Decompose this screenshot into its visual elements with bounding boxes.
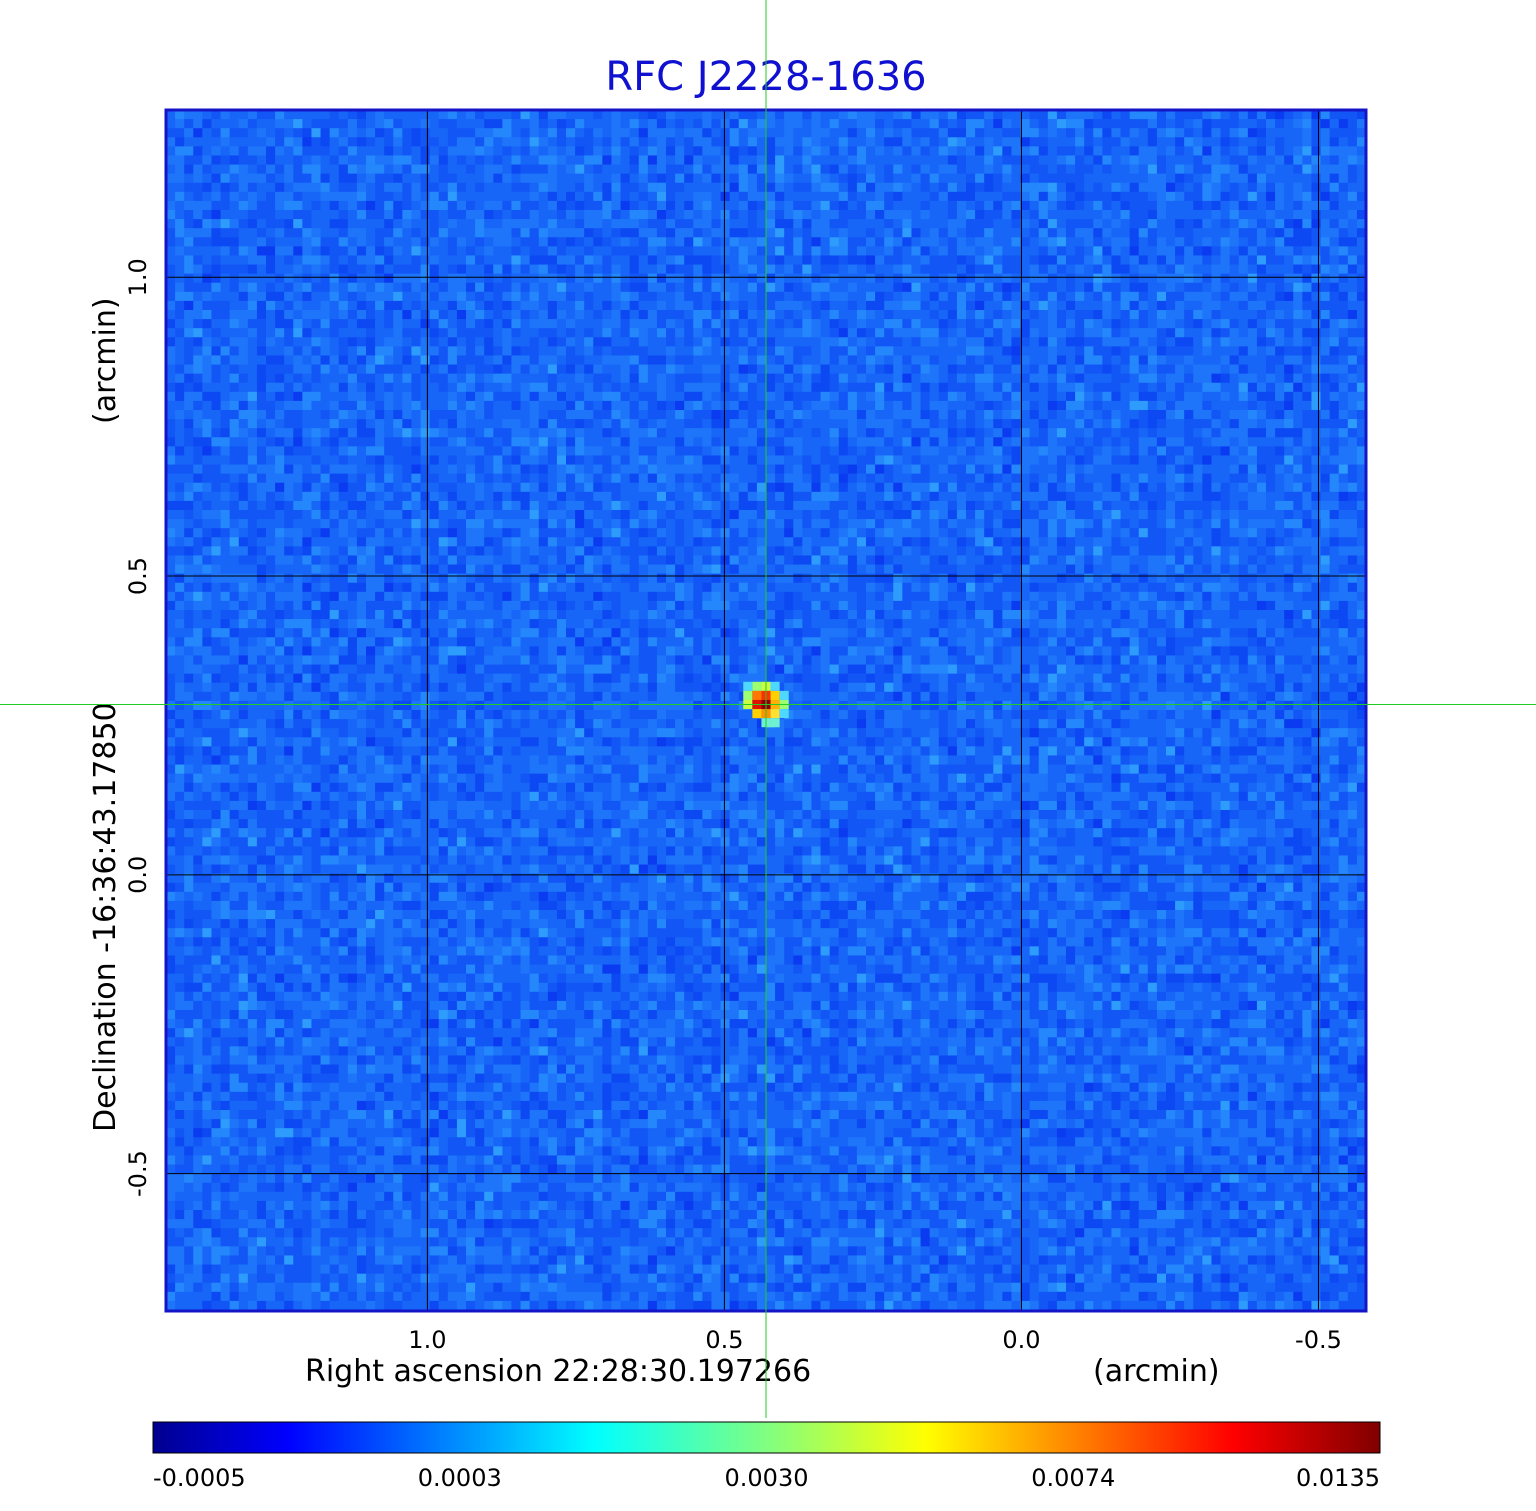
- colorbar: [152, 1421, 1381, 1454]
- colorbar-label: 0.0003: [418, 1464, 502, 1492]
- y-tick-label: -0.5: [124, 1150, 152, 1197]
- y-axis-label: Declination -16:36:43.17850: [88, 702, 123, 1132]
- x-axis-label: Right ascension 22:28:30.197266: [305, 1354, 811, 1389]
- x-tick-label: 0.0: [1002, 1326, 1040, 1354]
- x-tick-label: 1.0: [408, 1326, 446, 1354]
- colorbar-label: 0.0074: [1031, 1464, 1115, 1492]
- y-tick-labels: 1.0 0.5 0.0 -0.5: [124, 258, 152, 1197]
- colorbar-label: -0.0005: [153, 1464, 246, 1492]
- x-tick-labels: 1.0 0.5 0.0 -0.5: [408, 1326, 1342, 1354]
- y-tick-label: 0.5: [124, 557, 152, 595]
- x-axis-unit: (arcmin): [1093, 1354, 1220, 1389]
- colorbar-tick-labels: -0.0005 0.0003 0.0030 0.0074 0.0135: [153, 1464, 1380, 1492]
- crosshair: [0, 0, 1536, 1418]
- x-tick-label: -0.5: [1295, 1326, 1342, 1354]
- y-tick-label: 1.0: [124, 258, 152, 296]
- y-axis-unit: (arcmin): [88, 297, 123, 424]
- heatmap-pixels: [166, 110, 1367, 1311]
- x-tick-label: 0.5: [705, 1326, 743, 1354]
- colorbar-label: 0.0030: [725, 1464, 809, 1492]
- y-tick-label: 0.0: [124, 856, 152, 894]
- colorbar-label: 0.0135: [1296, 1464, 1380, 1492]
